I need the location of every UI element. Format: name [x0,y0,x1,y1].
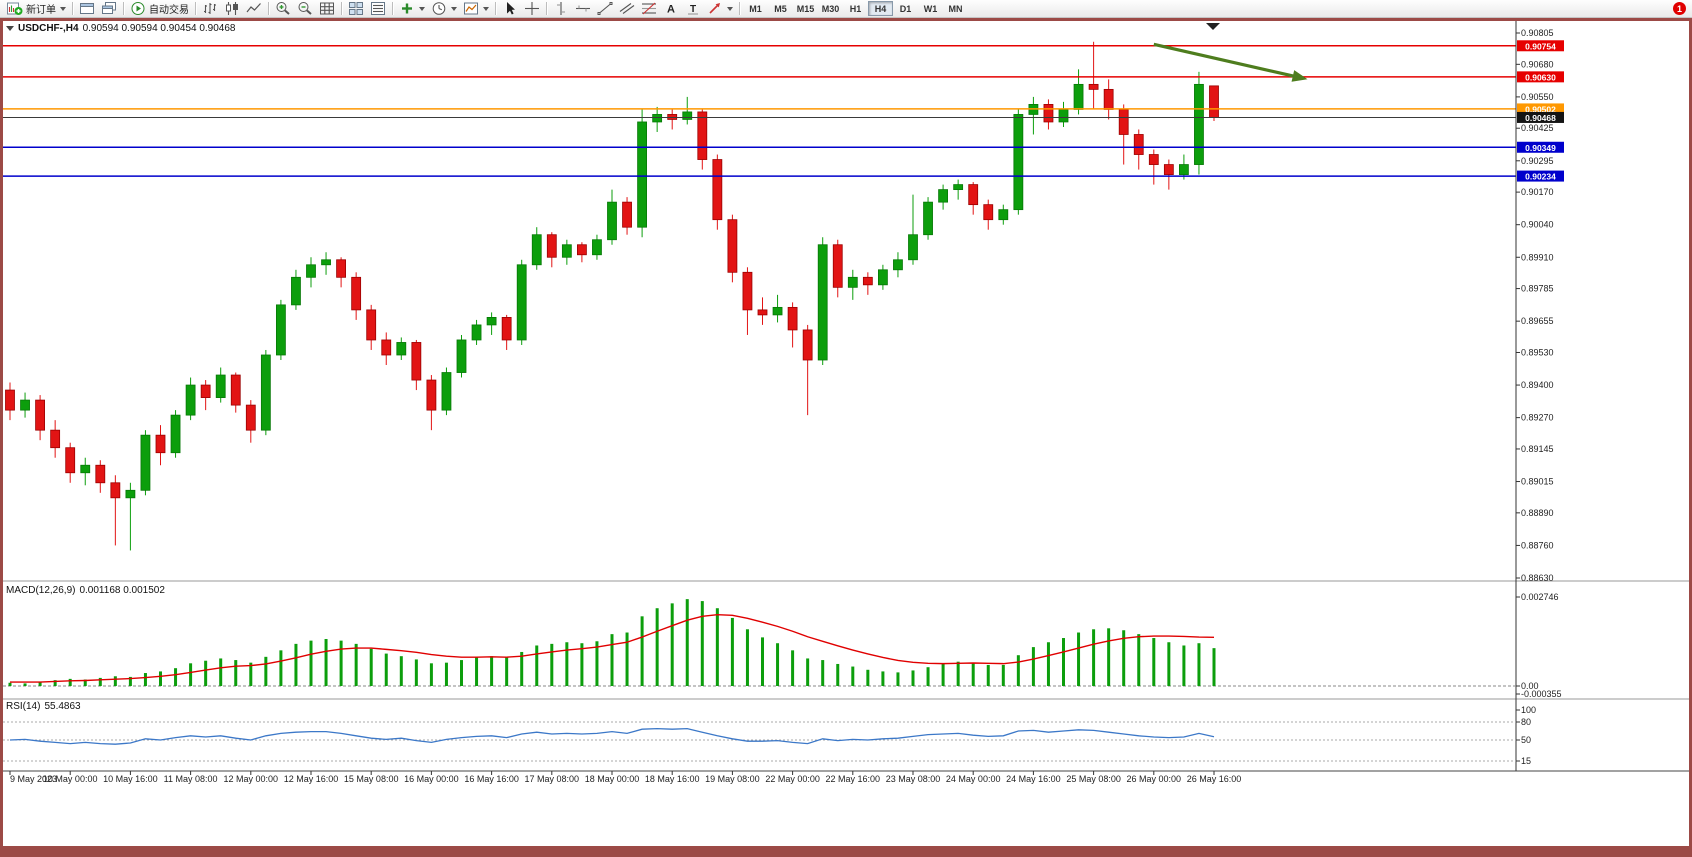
autotrading-button[interactable]: 自动交易 [127,1,192,17]
toolbar-separator [392,2,393,15]
template-icon [464,2,478,15]
macd-name: MACD(12,26,9) [6,585,76,596]
add-indicator-caret-icon [419,6,425,11]
text-tool-button[interactable]: A [660,1,682,17]
zoom-out-button[interactable] [294,1,316,17]
template-button[interactable] [460,1,492,17]
cursor-button[interactable] [499,1,521,17]
rsi-label: RSI(14) 55.4863 [6,701,85,712]
notification-badge[interactable]: 1 [1673,2,1686,15]
timeframe-m1-button[interactable]: M1 [743,1,768,16]
toolbar-separator [268,2,269,15]
tile-windows-icon [349,2,363,15]
horizontal-line-button[interactable] [572,1,594,17]
bar-chart-button[interactable] [199,1,221,17]
new-order-label: 新订单 [26,5,56,16]
zoom-in-button[interactable] [272,1,294,17]
grid-button[interactable] [316,1,338,17]
svg-text:T: T [690,4,696,15]
candlestick-chart-button[interactable] [221,1,243,17]
grid-icon [320,2,334,15]
new-order-icon [7,2,23,15]
zoom-out-icon [298,2,312,15]
toolbar: 新订单 自动交易 A T M1 M5 M15 M30 H1 H4 D1 W1 MN 1 [0,0,1692,18]
vertical-line-icon [557,2,565,15]
timeframe-m15-button[interactable]: M15 [793,1,818,16]
add-indicator-icon [402,3,412,14]
chart-window-icon [80,3,94,14]
timeframe-m30-button[interactable]: M30 [818,1,843,16]
autotrading-label: 自动交易 [149,5,189,16]
clock-icon [432,2,446,15]
timeframe-w1-button[interactable]: W1 [918,1,943,16]
chart-window-button[interactable] [76,1,98,17]
arrow-tool-icon [709,3,720,14]
toolbar-separator [195,2,196,15]
chart-ohlc: 0.90594 0.90594 0.90454 0.90468 [82,23,236,34]
line-chart-icon [246,3,261,13]
toolbar-separator [495,2,496,15]
tile-windows-button[interactable] [345,1,367,17]
chart-title: USDCHF-,H4 0.90594 0.90594 0.90454 0.9046… [6,23,240,34]
rsi-name: RSI(14) [6,701,41,712]
toolbar-separator [72,2,73,15]
macd-values: 0.001168 0.001502 [79,585,165,596]
toolbar-separator [341,2,342,15]
timeframe-m5-button[interactable]: M5 [768,1,793,16]
line-chart-button[interactable] [243,1,265,17]
macd-label: MACD(12,26,9) 0.001168 0.001502 [6,585,169,596]
timeframe-d1-button[interactable]: D1 [893,1,918,16]
arrow-tool-caret-icon [727,6,733,11]
timeframe-h4-button[interactable]: H4 [868,1,893,16]
zoom-in-icon [276,2,290,15]
crosshair-icon [525,2,539,15]
label-tool-button[interactable]: T [682,1,704,17]
timeframe-mn-button[interactable]: MN [943,1,968,16]
cascade-windows-icon [102,2,116,14]
candlestick-chart-icon [226,2,238,15]
text-tool-icon: A [667,4,675,16]
clock-caret-icon [451,6,457,11]
data-window-button[interactable] [367,1,389,17]
svg-text:A: A [667,4,675,16]
vertical-line-button[interactable] [550,1,572,17]
fibonacci-button[interactable] [638,1,660,17]
toolbar-separator [739,2,740,15]
trend-line-button[interactable] [594,1,616,17]
chart-collapse-icon[interactable] [6,25,14,31]
rsi-value: 55.4863 [44,701,81,712]
channel-icon [619,3,635,14]
new-order-button[interactable]: 新订单 [4,1,69,17]
autotrading-icon [131,2,145,15]
template-caret-icon [483,6,489,11]
trend-line-icon [597,2,613,15]
new-order-caret-icon [60,6,66,11]
fibonacci-icon [642,2,656,15]
cascade-windows-button[interactable] [98,1,120,17]
cursor-icon [507,2,515,15]
chart-symbol-period: USDCHF-,H4 [18,23,79,34]
arrow-tool-button[interactable] [704,1,736,17]
bar-chart-icon [204,3,216,14]
crosshair-button[interactable] [521,1,543,17]
chart-window [0,18,1692,857]
data-window-icon [371,2,385,15]
add-indicator-button[interactable] [396,1,428,17]
toolbar-separator [123,2,124,15]
horizontal-line-icon [576,5,590,12]
timeframe-h1-button[interactable]: H1 [843,1,868,16]
clock-button[interactable] [428,1,460,17]
label-tool-icon: T [688,4,698,15]
toolbar-separator [546,2,547,15]
channel-button[interactable] [616,1,638,17]
